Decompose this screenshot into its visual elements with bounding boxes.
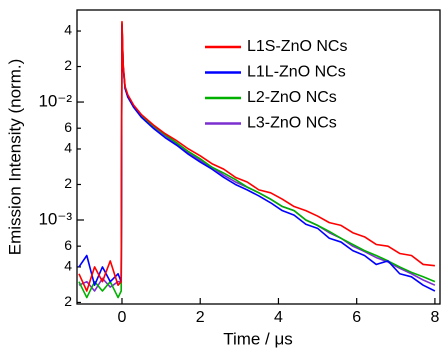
x-tick-label: 0 bbox=[118, 309, 127, 326]
plot-frame bbox=[76, 9, 441, 305]
y-tick-label: 10⁻² bbox=[38, 92, 72, 111]
y-tick-label: 6 bbox=[64, 119, 72, 135]
y-tick-label: 2 bbox=[64, 293, 72, 309]
x-axis-label: Time / μs bbox=[223, 329, 293, 348]
y-tick-label: 6 bbox=[64, 237, 72, 253]
legend-label: L1S-ZnO NCs bbox=[247, 38, 347, 55]
x-tick-label: 2 bbox=[196, 309, 205, 326]
data-line bbox=[78, 20, 435, 292]
y-tick-label: 2 bbox=[64, 57, 72, 73]
x-tick-label: 6 bbox=[352, 309, 361, 326]
legend-label: L2-ZnO NCs bbox=[247, 89, 337, 106]
plot-area bbox=[78, 20, 436, 299]
y-axis-label: Emission Intensity (norm.) bbox=[5, 59, 24, 256]
x-tick-label: 4 bbox=[274, 309, 283, 326]
legend-label: L3-ZnO NCs bbox=[247, 115, 337, 132]
legend-label: L1L-ZnO NCs bbox=[247, 64, 346, 81]
y-tick-label: 4 bbox=[64, 22, 72, 38]
y-tick-label: 4 bbox=[64, 258, 72, 274]
y-tick-label: 10⁻³ bbox=[38, 209, 72, 228]
y-tick-label: 4 bbox=[64, 140, 72, 156]
y-tick-label: 2 bbox=[64, 175, 72, 191]
x-tick-label: 8 bbox=[430, 309, 439, 326]
